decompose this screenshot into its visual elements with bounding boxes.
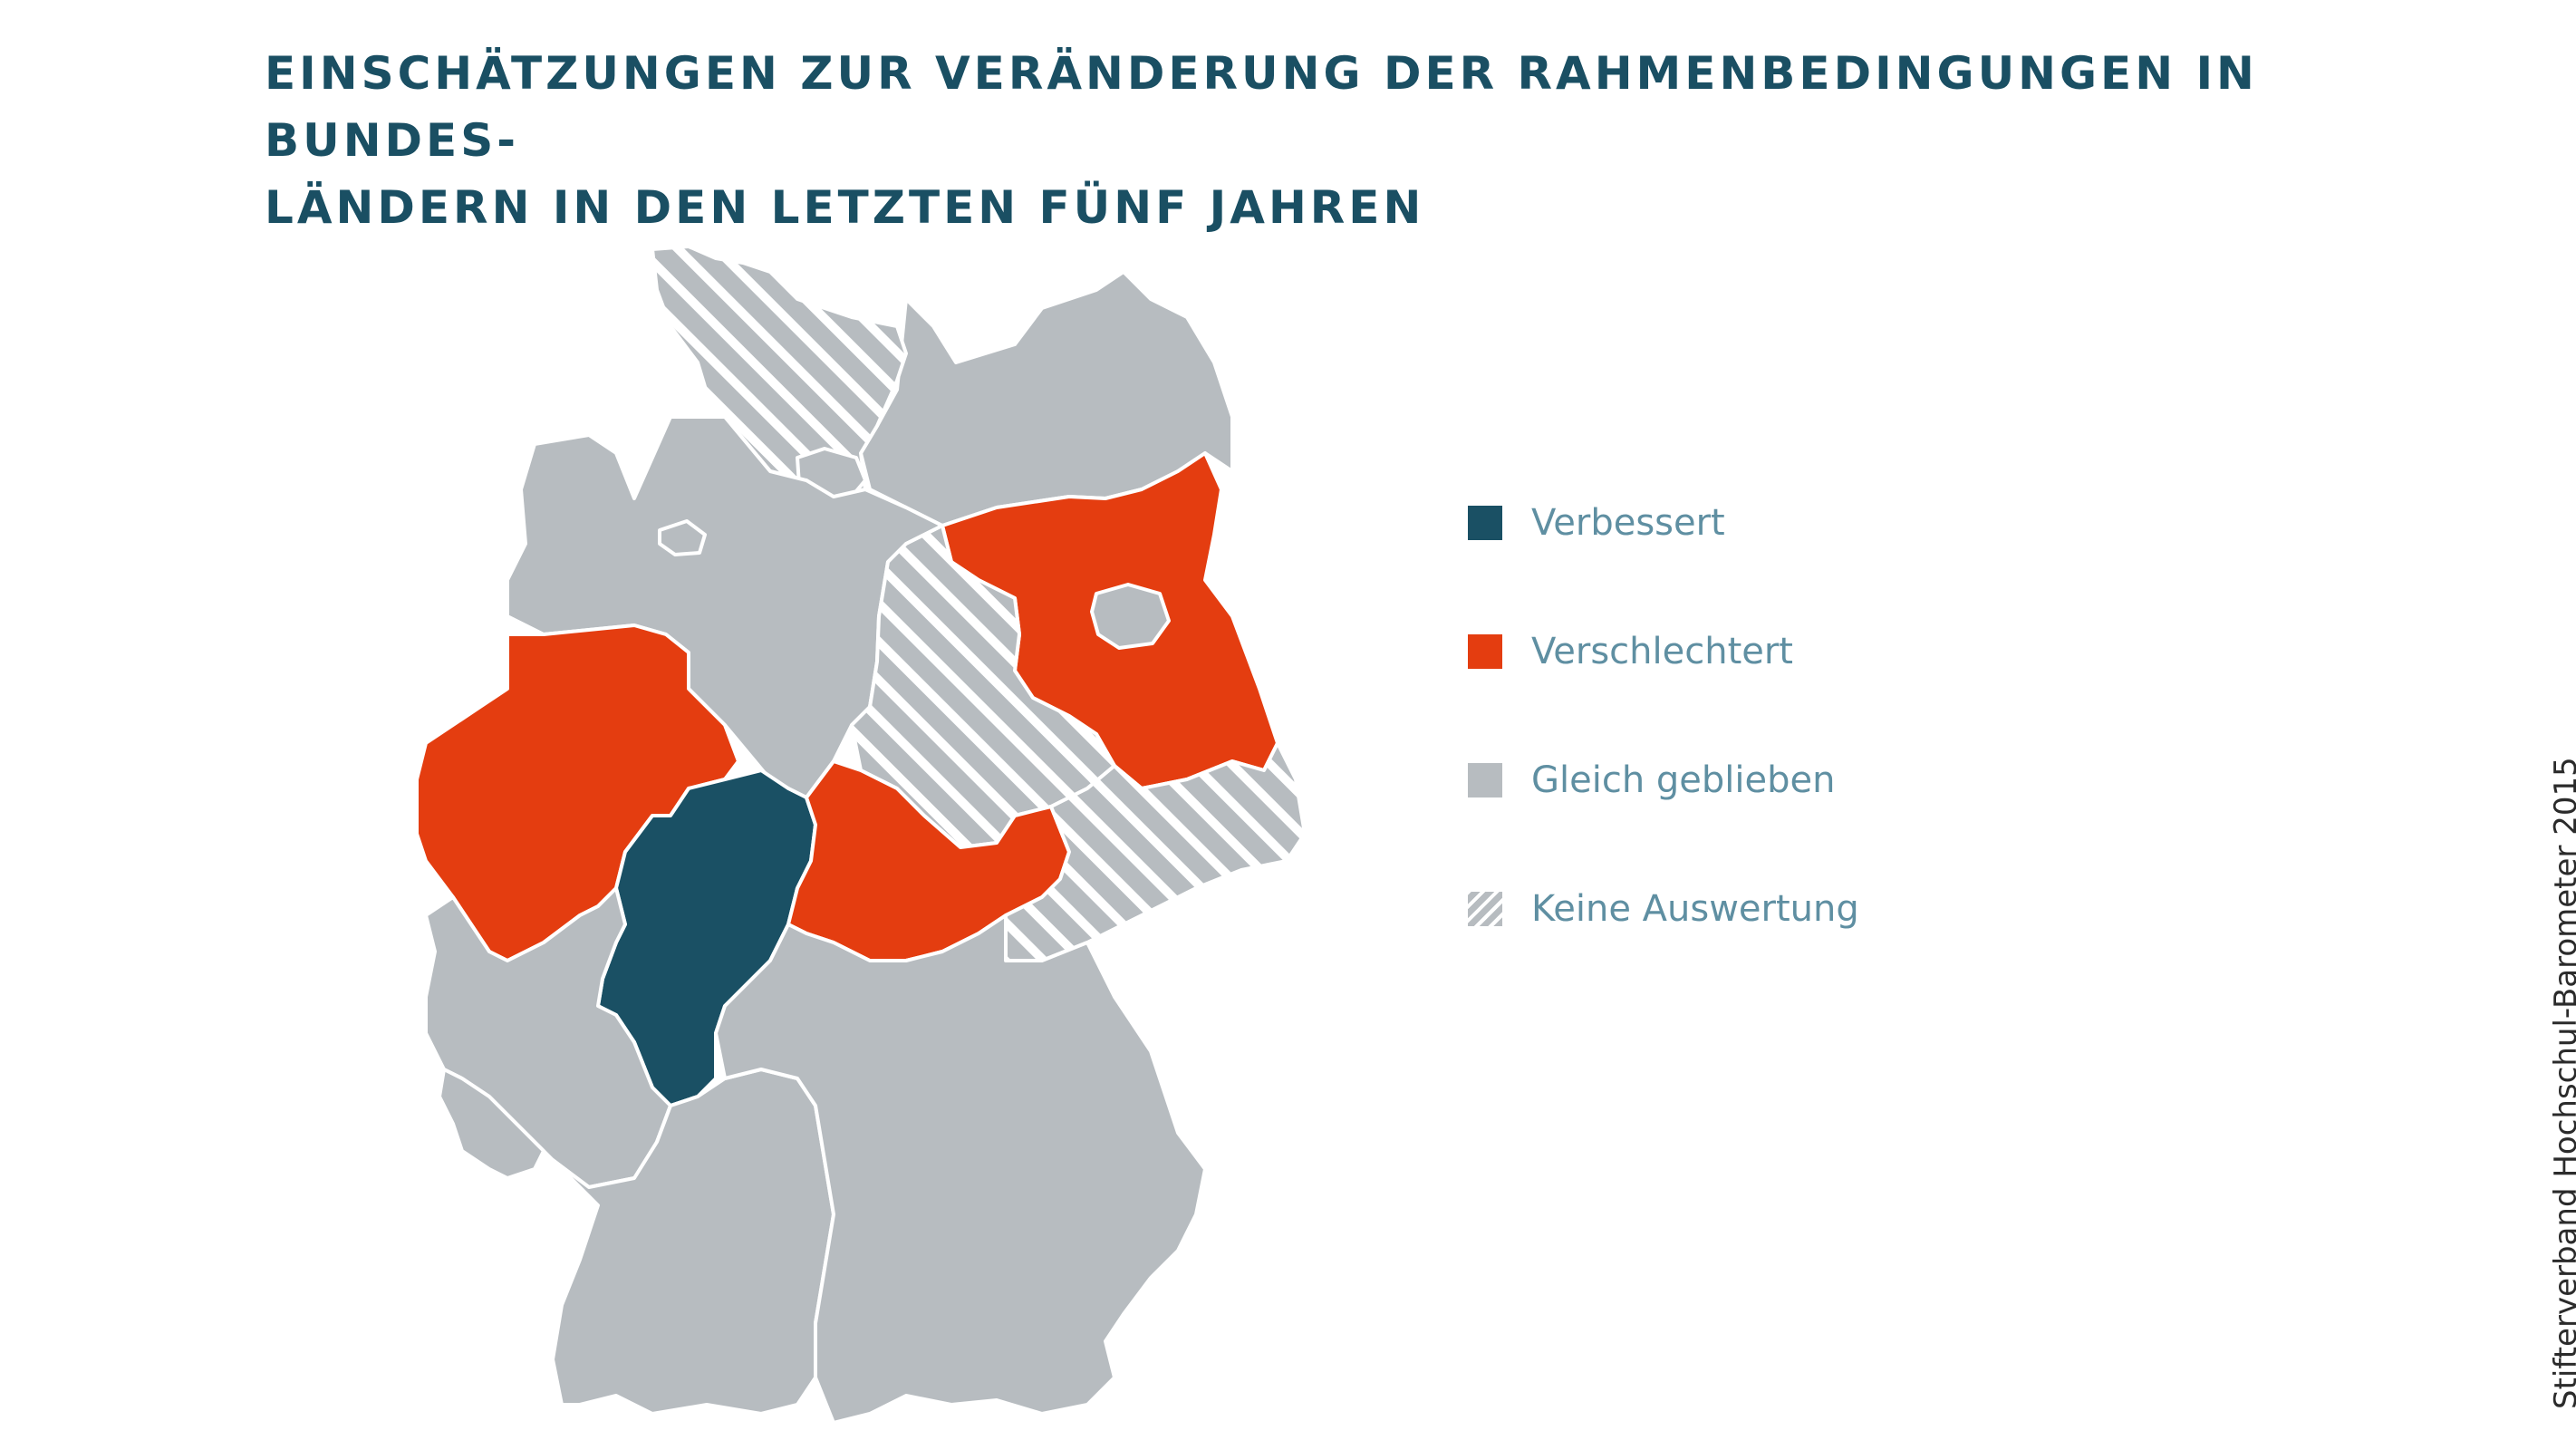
state-sachsen: [1004, 741, 1307, 962]
source-credit: Stifterverband Hochschul-Barometer 2015: [2548, 757, 2576, 1409]
state-saarland: [438, 1068, 545, 1180]
legend-label-keine: Keine Auswertung: [1531, 888, 1859, 930]
legend-swatch-verschlechtert: [1468, 634, 1502, 669]
title-line-2: LÄNDERN IN DEN LETZTEN FÜNF JAHREN: [265, 181, 1425, 234]
legend-label-gleich: Gleich geblieben: [1531, 759, 1836, 801]
legend-swatch-keine: [1468, 892, 1502, 926]
legend-label-verschlechtert: Verschlechtert: [1531, 631, 1793, 672]
state-schleswig-holstein: [651, 245, 908, 498]
title-line-1: EINSCHÄTZUNGEN ZUR VERÄNDERUNG DER RAHME…: [265, 47, 2258, 167]
legend-swatch-gleich: [1468, 763, 1502, 798]
page-title: EINSCHÄTZUNGEN ZUR VERÄNDERUNG DER RAHME…: [265, 40, 2349, 241]
legend-label-verbessert: Verbessert: [1531, 502, 1725, 544]
state-bremen: [658, 519, 707, 556]
state-berlin: [1090, 583, 1171, 650]
legend-swatch-verbessert: [1468, 506, 1502, 540]
state-bayern: [714, 914, 1207, 1425]
